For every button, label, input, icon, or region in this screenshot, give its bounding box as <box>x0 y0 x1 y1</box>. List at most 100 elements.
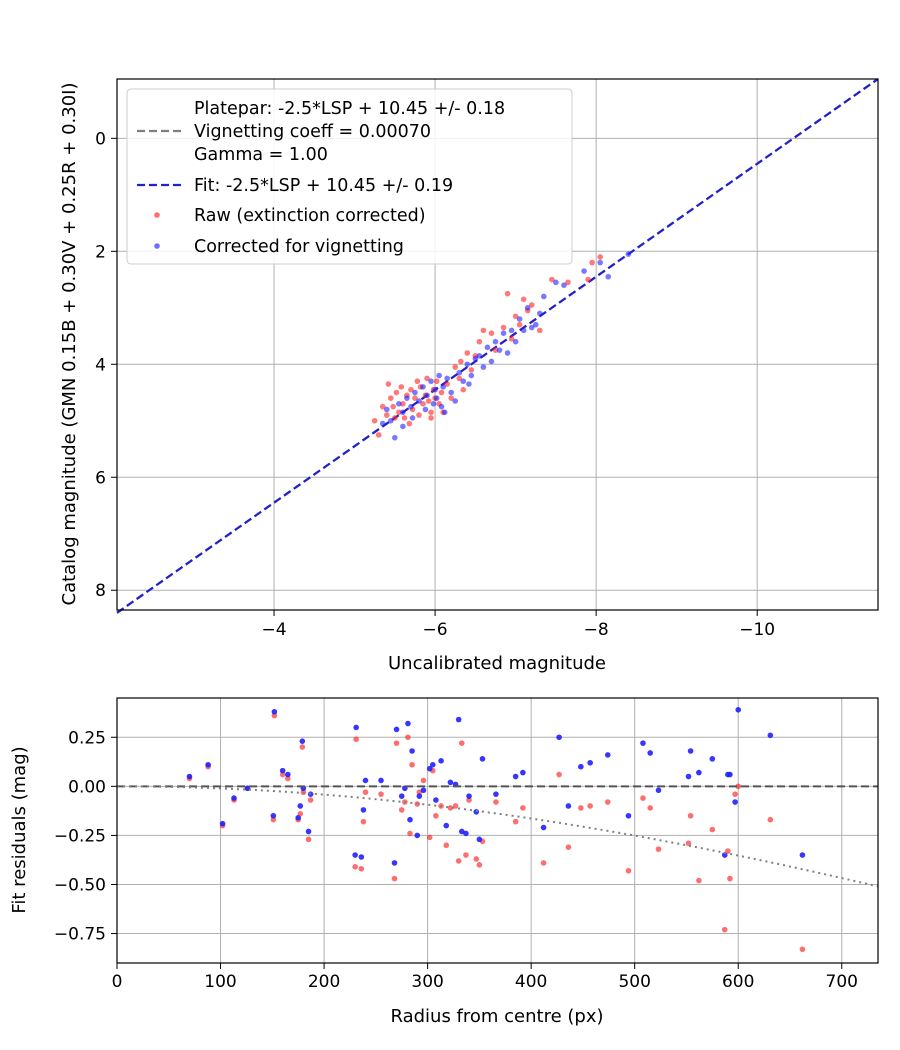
residual-corrected-point <box>493 791 499 797</box>
residual-corrected-point <box>479 756 486 762</box>
residual-raw-point <box>512 818 519 825</box>
residual-raw-point <box>709 826 716 833</box>
corrected-point <box>409 415 416 421</box>
corrected-point <box>438 403 445 410</box>
corrected-point <box>480 364 487 370</box>
residual-raw-point <box>625 867 632 874</box>
corrected-point <box>508 327 515 334</box>
raw-point <box>464 350 471 356</box>
top-ytick-label: 4 <box>95 355 106 375</box>
raw-point <box>516 321 523 328</box>
corrected-point <box>396 401 402 407</box>
corrected-point <box>430 401 437 407</box>
corrected-point <box>528 324 535 331</box>
residual-corrected-point <box>438 758 444 764</box>
legend-corrected-label: Corrected for vignetting <box>194 237 404 257</box>
residual-corrected-point <box>393 726 400 733</box>
corrected-point <box>605 273 612 280</box>
residual-corrected-point <box>295 814 301 821</box>
raw-point <box>589 259 595 266</box>
residual-corrected-point <box>409 748 415 754</box>
top-xtick-label: −4 <box>262 620 287 640</box>
residual-raw-point <box>409 761 415 768</box>
raw-point <box>520 296 527 303</box>
raw-point <box>375 432 382 438</box>
corrected-point <box>476 352 483 359</box>
residual-raw-point <box>685 840 692 847</box>
residual-raw-point <box>493 799 499 805</box>
residual-corrected-point <box>362 777 369 784</box>
top-y-axis-label: Catalog magnitude (GMN 0.15B + 0.30V + 0… <box>59 82 80 605</box>
raw-point <box>597 254 603 260</box>
residual-raw-point <box>353 736 359 743</box>
raw-point <box>393 389 400 396</box>
residual-raw-point <box>307 797 314 803</box>
residual-corrected-point <box>578 763 584 770</box>
corrected-point <box>422 406 429 413</box>
corrected-point <box>625 251 632 257</box>
corrected-point <box>466 381 472 387</box>
corrected-point <box>400 423 406 430</box>
residual-corrected-point <box>420 787 427 794</box>
raw-point <box>387 395 394 401</box>
corrected-point <box>456 369 463 376</box>
residual-raw-point <box>647 805 654 811</box>
residual-raw-point <box>458 740 465 746</box>
residual-corrected-point <box>429 761 436 768</box>
top-lines <box>116 78 879 614</box>
residual-corrected-point <box>285 771 291 778</box>
residual-raw-point <box>476 862 483 868</box>
residual-corrected-point <box>391 860 398 866</box>
raw-point <box>408 386 414 393</box>
residual-corrected-point <box>732 799 738 805</box>
bottom-xtick-label: 400 <box>515 972 547 992</box>
corrected-point <box>504 350 511 356</box>
corrected-point <box>383 406 390 413</box>
residual-raw-point <box>604 799 611 805</box>
residual-raw-point <box>360 818 367 825</box>
residual-raw-point <box>352 864 358 870</box>
residual-raw-point <box>271 712 278 719</box>
corrected-point <box>448 389 454 396</box>
residual-corrected-point <box>414 832 421 839</box>
corrected-point <box>404 395 410 401</box>
top-chart: −4 −6 −8 −10 0 2 4 6 8 Uncalibrated magnitude C… <box>59 78 879 674</box>
residual-raw-point <box>426 834 433 841</box>
residual-raw-point <box>443 842 450 849</box>
residual-corrected-point <box>270 812 277 819</box>
corrected-point <box>472 355 479 362</box>
corrected-point <box>379 420 386 427</box>
corrected-point <box>488 358 495 365</box>
residual-raw-point <box>393 740 400 746</box>
bottom-lines <box>117 785 878 888</box>
raw-point <box>390 403 397 410</box>
corrected-point <box>460 378 467 385</box>
residual-raw-point <box>285 775 291 782</box>
bottom-xtick-label: 300 <box>411 972 443 992</box>
raw-point <box>385 381 392 387</box>
bottom-ytick-label: 0.25 <box>68 728 106 748</box>
residual-corrected-point <box>271 708 278 715</box>
residual-raw-point <box>463 852 469 858</box>
residual-corrected-point <box>696 769 702 776</box>
raw-point <box>392 415 398 421</box>
corrected-point <box>561 282 567 288</box>
raw-point <box>428 415 434 421</box>
raw-point <box>458 358 464 365</box>
top-ytick-label: 2 <box>95 242 106 262</box>
top-x-axis-label: Uncalibrated magnitude <box>388 653 606 674</box>
residual-raw-point <box>556 771 562 778</box>
legend-corrected-marker <box>154 243 160 249</box>
bottom-xtick-label: 500 <box>618 972 650 992</box>
bottom-yticks: 0.25 0.00 −0.25 −0.50 −0.75 <box>54 728 117 945</box>
raw-point <box>414 378 421 385</box>
corrected-point <box>408 403 414 410</box>
corrected-point <box>416 398 422 404</box>
residual-raw-point <box>721 926 728 933</box>
residual-corrected-point <box>219 820 226 827</box>
raw-point <box>565 279 571 286</box>
residual-corrected-point <box>727 771 733 778</box>
residual-raw-point <box>473 856 480 862</box>
residual-raw-point <box>405 734 411 741</box>
corrected-point <box>441 409 448 416</box>
